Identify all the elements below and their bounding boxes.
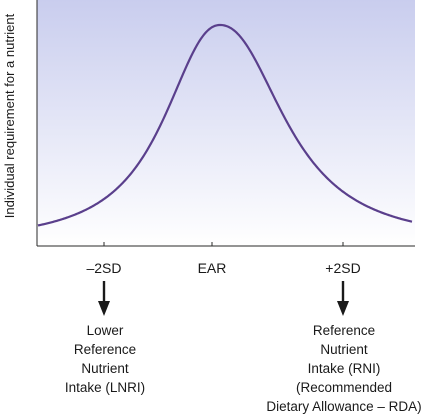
rni-caption-line: Intake (RNI) <box>307 361 381 376</box>
rni-caption: Reference Nutrient Intake (RNI) (Recomme… <box>244 321 422 416</box>
distribution-curve <box>37 23 413 227</box>
rni-caption-line: Reference <box>312 323 376 338</box>
rni-caption-line: Dietary Allowance – RDA) <box>266 399 422 414</box>
y-axis-label: Individual requirement for a nutrient <box>2 13 17 218</box>
lnri-caption-line: Intake (LNRI) <box>64 380 146 395</box>
arrow-down-left-icon <box>98 281 110 316</box>
lnri-caption-line: Nutrient <box>81 361 129 376</box>
lnri-caption-line: Lower <box>86 323 124 338</box>
lnri-caption: Lower Reference Nutrient Intake (LNRI) <box>55 321 155 397</box>
tick-label-plus-2sd: +2SD <box>325 260 360 276</box>
lnri-caption-line: Reference <box>73 342 137 357</box>
tick-label-ear: EAR <box>198 260 227 276</box>
rni-caption-line: Nutrient <box>320 342 368 357</box>
arrow-down-right-icon <box>337 281 349 316</box>
plot-panel <box>37 0 415 246</box>
rni-caption-line: (Recommended <box>295 380 393 395</box>
tick-label-minus-2sd: –2SD <box>86 260 121 276</box>
